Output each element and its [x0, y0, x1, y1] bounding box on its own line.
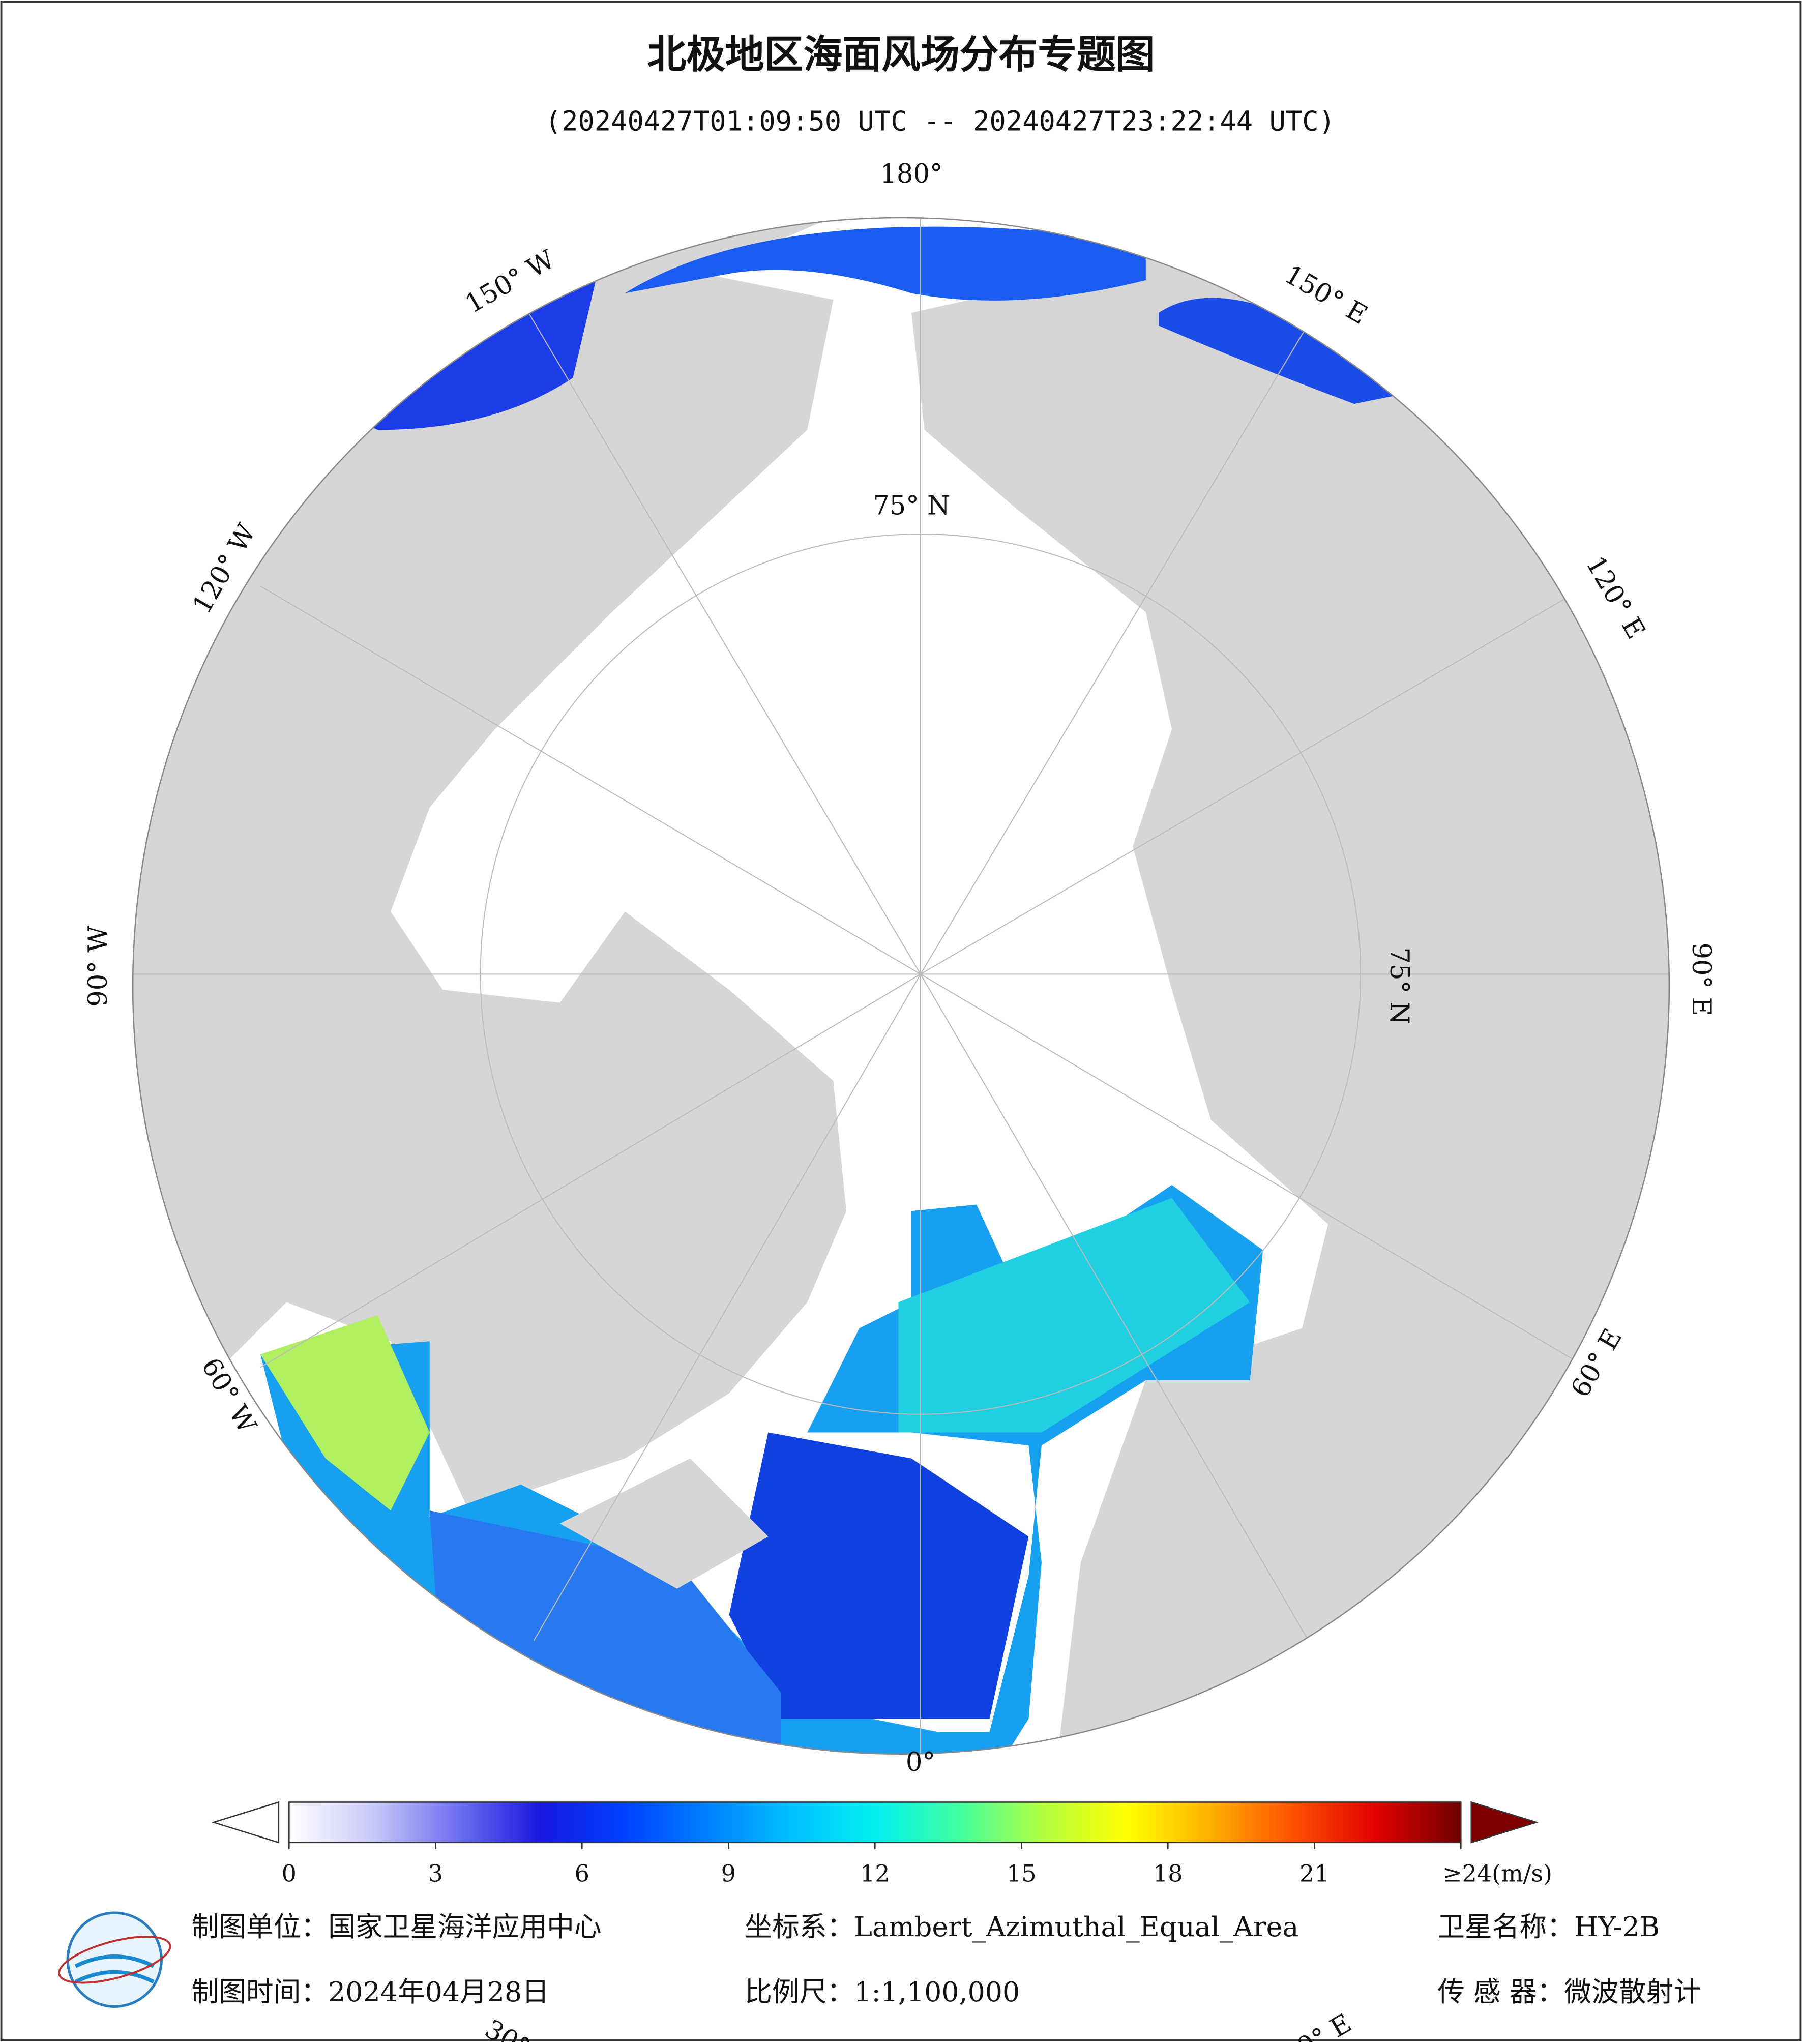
- colorbar: [288, 1801, 1462, 1844]
- land: [559, 1458, 769, 1589]
- colorbar-under: [211, 1801, 280, 1844]
- wind-field: [625, 226, 1146, 301]
- colorbar-over: [1470, 1801, 1539, 1844]
- colorbar-tick-label: 6: [575, 1860, 589, 1887]
- graticule: [133, 217, 1669, 1754]
- graticule-label: 180°: [880, 159, 942, 189]
- colorbar-tick-label: 12: [860, 1860, 890, 1887]
- footer-text: 传 感 器：微波散射计: [1437, 1976, 1701, 2008]
- colorbar-tick-label: ≥24(m/s): [1442, 1860, 1552, 1887]
- colorbar-tick-label: 0: [282, 1860, 297, 1887]
- colorbar-tick-label: 18: [1153, 1860, 1183, 1887]
- footer-text: 制图时间：2024年04月28日: [191, 1976, 549, 2008]
- logo: [58, 1911, 171, 2008]
- wind-field: [729, 1432, 1029, 1719]
- graticule-label: 75° N: [1384, 947, 1414, 1024]
- map-border: [132, 217, 1670, 1755]
- footer-text: 比例尺：1:1,100,000: [745, 1976, 1020, 2008]
- footer-text: 坐标系：Lambert_Azimuthal_Equal_Area: [745, 1911, 1298, 1943]
- wind-field: [898, 1198, 1250, 1433]
- footer-text: 制图单位：国家卫星海洋应用中心: [191, 1911, 601, 1943]
- colorbar-tick-label: 21: [1299, 1860, 1330, 1887]
- subtitle: (20240427T01:09:50 UTC -- 20240427T23:22…: [545, 105, 1335, 137]
- title: 北极地区海面风场分布专题图: [647, 33, 1155, 78]
- colorbar-tick-label: 3: [428, 1860, 443, 1887]
- wind-field: [1159, 298, 1420, 404]
- wind-field: [260, 1315, 430, 1511]
- graticule-label: 90° E: [1686, 942, 1717, 1016]
- graticule-label: 90° W: [83, 926, 113, 1007]
- colorbar-tick-label: 9: [721, 1860, 736, 1887]
- colorbar-tick-label: 15: [1007, 1860, 1037, 1887]
- graticule-label: 0°: [906, 1747, 935, 1778]
- footer-text: 卫星名称：HY-2B: [1437, 1911, 1660, 1943]
- graticule-label: 75° N: [873, 491, 950, 521]
